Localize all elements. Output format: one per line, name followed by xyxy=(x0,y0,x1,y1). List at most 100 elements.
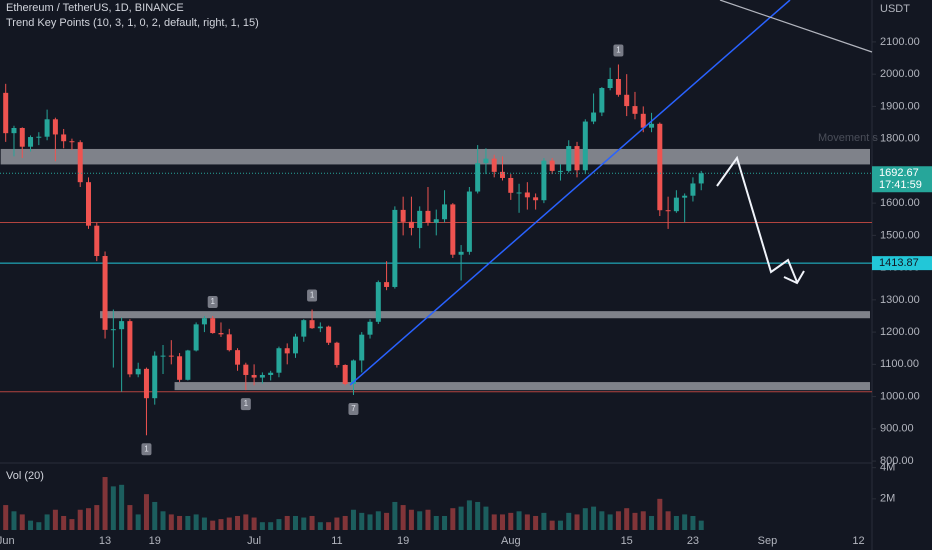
candle-body xyxy=(52,119,58,135)
key-point-label: 1 xyxy=(144,444,149,453)
candle-body xyxy=(135,368,141,375)
candle-body xyxy=(508,177,514,193)
candle-body xyxy=(61,134,67,142)
stats-title: Movement s xyxy=(818,132,878,144)
candle-body xyxy=(433,219,439,223)
candle-body xyxy=(673,197,679,212)
volume-bar xyxy=(632,512,638,530)
key-point-box xyxy=(207,295,218,308)
volume-bar xyxy=(86,508,91,530)
indicator-title: Trend Key Points (10, 3, 1, 0, 2, defaul… xyxy=(6,17,259,29)
volume-bar xyxy=(235,515,241,530)
volume-bar xyxy=(549,520,555,530)
volume-bar xyxy=(533,515,539,530)
candle-body xyxy=(193,324,199,351)
volume-bar xyxy=(640,511,646,530)
key-point-box xyxy=(141,443,152,456)
volume-bar xyxy=(615,511,621,530)
y-tick-label: 800.00 xyxy=(880,455,914,467)
candle-body xyxy=(168,355,174,357)
candle-body xyxy=(210,318,216,334)
x-tick-label: 13 xyxy=(99,535,111,547)
candle-body xyxy=(102,256,108,330)
x-tick-label: Jul xyxy=(247,535,261,547)
candle-body xyxy=(276,348,282,373)
candle-body xyxy=(491,158,497,172)
candle-body xyxy=(11,128,17,134)
candle-body xyxy=(3,92,9,134)
level-label-box xyxy=(872,256,932,271)
volume-bar xyxy=(326,522,332,530)
volume-bar xyxy=(541,512,547,530)
volume-bar xyxy=(19,514,25,530)
candle-body xyxy=(541,160,547,201)
y-tick-label: 1800.00 xyxy=(880,133,920,145)
y-tick-label: 1200.00 xyxy=(880,326,920,338)
trendline xyxy=(349,0,791,386)
volume-bar xyxy=(94,505,100,530)
candle-body xyxy=(624,94,630,107)
candle-body xyxy=(28,137,34,147)
volume-bar xyxy=(119,484,125,530)
volume-bar xyxy=(408,509,414,530)
volume-bar xyxy=(309,515,315,530)
key-point-label: 1 xyxy=(244,399,249,408)
candle-body xyxy=(466,191,472,252)
volume-bar xyxy=(582,508,588,530)
volume-title: Vol (20) xyxy=(6,470,44,482)
volume-bar xyxy=(574,514,580,530)
candle-body xyxy=(317,326,323,329)
volume-bar xyxy=(61,515,67,530)
y-tick-label: 1900.00 xyxy=(880,100,920,112)
candle-body xyxy=(44,119,50,137)
last-price-box xyxy=(872,166,932,193)
volume-bar xyxy=(102,477,108,530)
candle-body xyxy=(392,209,398,287)
candle-body xyxy=(549,160,555,171)
volume-bar xyxy=(210,520,216,530)
candle-body xyxy=(19,128,25,147)
candle-body xyxy=(632,106,638,114)
candle-body xyxy=(69,141,75,143)
volume-bar xyxy=(160,511,166,530)
candle-body xyxy=(177,356,183,380)
volume-bar xyxy=(442,515,448,530)
volume-bar xyxy=(334,517,340,530)
candle-body xyxy=(615,78,621,95)
key-point-label: 7 xyxy=(351,404,356,413)
candle-body xyxy=(425,210,431,223)
y-tick-label: 1100.00 xyxy=(880,358,919,370)
last-price-label: 1692.67 xyxy=(879,167,919,179)
volume-bar xyxy=(251,517,257,530)
candle-body xyxy=(293,336,298,354)
volume-bar xyxy=(698,520,704,530)
candle-body xyxy=(682,195,688,198)
volume-bar xyxy=(177,515,183,530)
candle-body xyxy=(342,364,348,385)
volume-bar xyxy=(566,512,572,530)
volume-bar xyxy=(400,505,406,530)
candle-body xyxy=(607,78,613,89)
candle-body xyxy=(408,221,414,228)
candle-body xyxy=(582,121,588,171)
candle-body xyxy=(483,158,489,164)
volume-bar xyxy=(500,514,505,530)
candle-body xyxy=(533,197,539,201)
volume-bar xyxy=(607,514,613,530)
trendline xyxy=(719,0,873,53)
volume-bar xyxy=(342,515,348,530)
candle-body xyxy=(152,355,158,399)
x-tick-label: 12 xyxy=(852,535,864,547)
candle-body xyxy=(591,112,597,122)
volume-bar xyxy=(69,519,75,530)
volume-bar xyxy=(450,508,456,530)
volume-bar xyxy=(591,506,597,530)
candle-body xyxy=(334,342,340,365)
key-point-label: 1 xyxy=(210,297,215,306)
volume-bar xyxy=(599,511,605,530)
chart-title: Ethereum / TetherUS, 1D, BINANCE xyxy=(6,2,184,14)
volume-bar xyxy=(624,508,630,530)
y-tick-label: 1600.00 xyxy=(880,197,920,209)
volume-bar xyxy=(28,520,34,530)
volume-bar xyxy=(259,522,265,530)
